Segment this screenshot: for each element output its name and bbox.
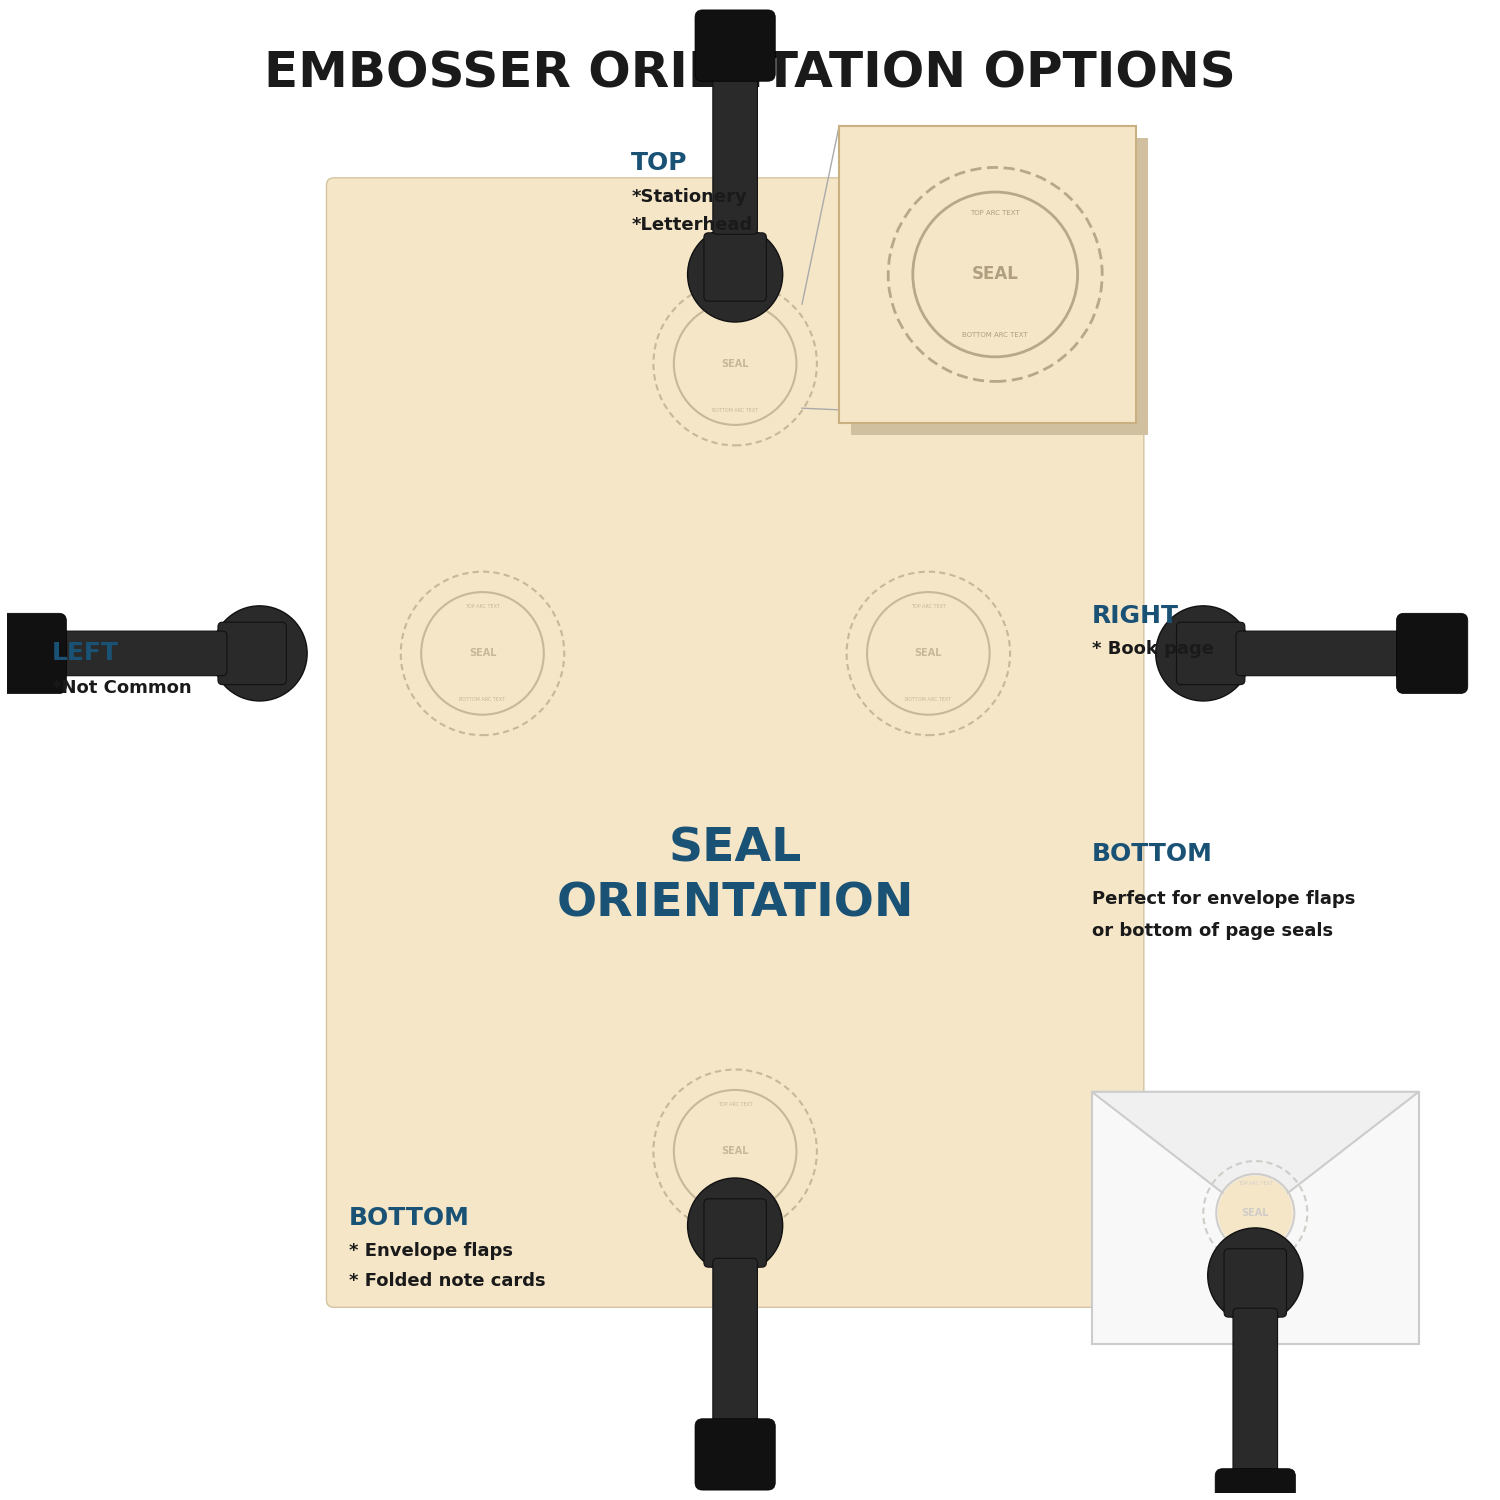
Text: TOP ARC TEXT: TOP ARC TEXT xyxy=(717,1102,753,1107)
FancyBboxPatch shape xyxy=(1236,632,1408,675)
Text: BOTTOM ARC TEXT: BOTTOM ARC TEXT xyxy=(459,698,506,702)
FancyBboxPatch shape xyxy=(850,138,1149,435)
FancyBboxPatch shape xyxy=(1233,1308,1278,1480)
FancyBboxPatch shape xyxy=(704,232,766,302)
Text: TOP ARC TEXT: TOP ARC TEXT xyxy=(465,604,500,609)
FancyBboxPatch shape xyxy=(0,614,66,693)
Text: BOTTOM ARC TEXT: BOTTOM ARC TEXT xyxy=(712,408,758,413)
Circle shape xyxy=(423,594,542,712)
Text: SEAL: SEAL xyxy=(722,1146,748,1156)
Text: RIGHT: RIGHT xyxy=(1092,604,1179,628)
Text: SEAL: SEAL xyxy=(722,358,748,369)
Circle shape xyxy=(1208,1228,1304,1323)
Text: * Envelope flaps: * Envelope flaps xyxy=(348,1242,513,1260)
Text: *Not Common: *Not Common xyxy=(51,678,190,696)
FancyBboxPatch shape xyxy=(217,622,286,684)
FancyBboxPatch shape xyxy=(694,1419,776,1490)
Circle shape xyxy=(676,1092,794,1210)
Text: LEFT: LEFT xyxy=(51,642,118,666)
Text: or bottom of page seals: or bottom of page seals xyxy=(1092,922,1334,940)
Text: *Stationery: *Stationery xyxy=(632,188,747,206)
Text: TOP ARC TEXT: TOP ARC TEXT xyxy=(717,315,753,320)
Text: Perfect for envelope flaps: Perfect for envelope flaps xyxy=(1092,890,1354,908)
Text: BOTTOM ARC TEXT: BOTTOM ARC TEXT xyxy=(712,1196,758,1200)
Circle shape xyxy=(687,1178,783,1274)
Text: TOP: TOP xyxy=(632,152,687,176)
Text: TOP ARC TEXT: TOP ARC TEXT xyxy=(910,604,946,609)
Text: SEAL: SEAL xyxy=(972,266,1018,284)
Text: BOTTOM ARC TEXT: BOTTOM ARC TEXT xyxy=(963,333,1028,339)
Circle shape xyxy=(676,304,794,423)
FancyBboxPatch shape xyxy=(327,178,1144,1308)
FancyBboxPatch shape xyxy=(54,632,226,675)
Polygon shape xyxy=(1092,1092,1419,1218)
FancyBboxPatch shape xyxy=(1176,622,1245,684)
FancyBboxPatch shape xyxy=(1215,1468,1296,1500)
Circle shape xyxy=(870,594,987,712)
Circle shape xyxy=(1218,1176,1293,1251)
Text: BOTTOM: BOTTOM xyxy=(348,1206,470,1230)
FancyBboxPatch shape xyxy=(694,10,776,81)
Text: EMBOSSER ORIENTATION OPTIONS: EMBOSSER ORIENTATION OPTIONS xyxy=(264,50,1236,98)
Text: * Folded note cards: * Folded note cards xyxy=(348,1272,546,1290)
Text: BOTTOM ARC TEXT: BOTTOM ARC TEXT xyxy=(906,698,951,702)
Circle shape xyxy=(916,195,1074,354)
Text: BOTTOM ARC TEXT: BOTTOM ARC TEXT xyxy=(1232,1240,1278,1245)
Text: BOTTOM: BOTTOM xyxy=(1092,842,1212,866)
Circle shape xyxy=(211,606,308,700)
FancyBboxPatch shape xyxy=(704,1198,766,1268)
Text: TOP ARC TEXT: TOP ARC TEXT xyxy=(970,210,1020,216)
FancyBboxPatch shape xyxy=(1396,614,1468,693)
FancyBboxPatch shape xyxy=(839,126,1137,423)
Text: * Book page: * Book page xyxy=(1092,640,1214,658)
Text: *Letterhead: *Letterhead xyxy=(632,216,753,234)
FancyBboxPatch shape xyxy=(1092,1092,1419,1344)
Circle shape xyxy=(687,226,783,322)
FancyBboxPatch shape xyxy=(712,62,758,234)
Text: SEAL: SEAL xyxy=(915,648,942,658)
FancyBboxPatch shape xyxy=(712,1258,758,1431)
Text: SEAL
ORIENTATION: SEAL ORIENTATION xyxy=(556,827,914,927)
Text: SEAL: SEAL xyxy=(468,648,496,658)
FancyBboxPatch shape xyxy=(1224,1248,1287,1317)
Text: TOP ARC TEXT: TOP ARC TEXT xyxy=(1238,1180,1272,1186)
Circle shape xyxy=(1155,606,1251,700)
Text: SEAL: SEAL xyxy=(1242,1208,1269,1218)
